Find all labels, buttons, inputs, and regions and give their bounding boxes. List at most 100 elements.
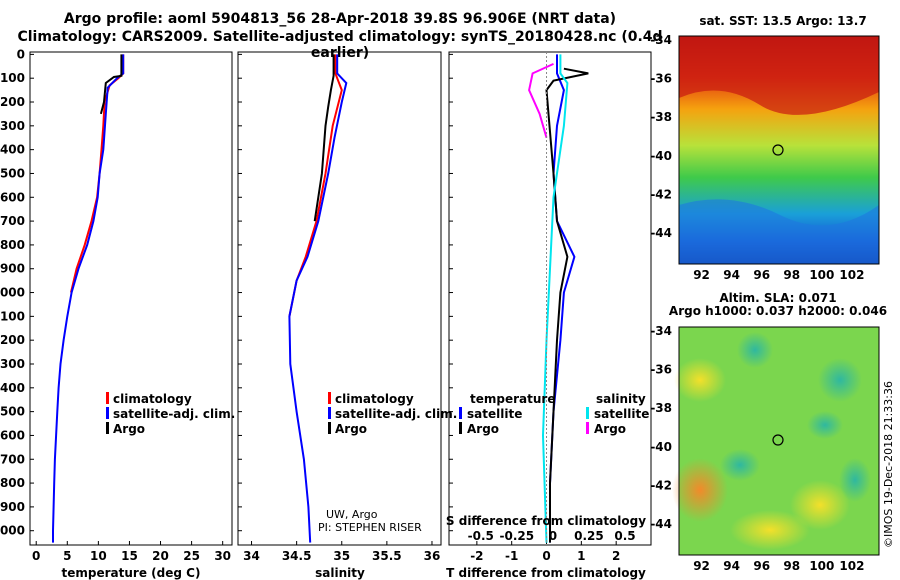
depth-tick-label: 1100 xyxy=(0,309,25,323)
salinity-axis-label: salinity xyxy=(315,566,365,580)
temperature-legend: climatology satellite-adj. clim. Argo xyxy=(106,392,235,436)
depth-tick-label: 1600 xyxy=(0,428,25,442)
depth-tick-label: 0 xyxy=(17,47,25,61)
legend-label-climatology: climatology xyxy=(335,392,414,406)
series-line-satellite-adj-clim- xyxy=(288,54,348,543)
legend-swatch-sal-satellite xyxy=(586,407,589,419)
map-lon-label: 96 xyxy=(753,559,770,573)
depth-tick-label: 1000 xyxy=(0,286,25,300)
sla-map-title1: Altim. SLA: 0.071 xyxy=(719,291,836,305)
legend-swatch-satellite xyxy=(328,407,331,419)
map-lat-label: -44 xyxy=(650,226,672,240)
legend-swatch-argo xyxy=(106,422,109,434)
series-line-satellite-adj-clim- xyxy=(52,54,125,543)
sla-low-anomaly xyxy=(818,358,862,402)
depth-tick-label: 1800 xyxy=(0,476,25,490)
legend-swatch-temp-satellite xyxy=(459,407,462,419)
series-line-temperature-argo xyxy=(545,67,589,543)
legend-label-sal-satellite: satellite xyxy=(594,407,649,421)
legend-label-satellite: satellite-adj. clim. xyxy=(113,407,235,421)
x-tick-label: 1 xyxy=(577,549,585,563)
legend-label-sal-argo: Argo xyxy=(594,422,626,436)
legend-label-temp-argo: Argo xyxy=(467,422,499,436)
sla-high-anomaly xyxy=(672,458,728,522)
sla-map-frame xyxy=(678,326,880,556)
map-lon-label: 100 xyxy=(809,268,834,282)
legend-label-climatology: climatology xyxy=(113,392,192,406)
map-lat-label: -42 xyxy=(650,187,672,201)
sla-map-title2: Argo h1000: 0.037 h2000: 0.046 xyxy=(669,304,887,318)
depth-tick-label: 1200 xyxy=(0,333,25,347)
legend-label-argo: Argo xyxy=(335,422,367,436)
x-tick-label: 20 xyxy=(152,549,169,563)
depth-tick-label: 900 xyxy=(0,262,25,276)
x-tick-label: 15 xyxy=(121,549,138,563)
sla-low-anomaly xyxy=(807,411,843,439)
sla-low-anomaly xyxy=(720,449,760,481)
legend-label-argo: Argo xyxy=(113,422,145,436)
sla-map xyxy=(672,326,880,556)
sst-map-title: sat. SST: 13.5 Argo: 13.7 xyxy=(699,14,866,28)
sla-low-anomaly xyxy=(839,458,871,502)
chart-title-line1: Argo profile: aoml 5904813_56 28-Apr-201… xyxy=(63,11,617,27)
map-lat-label: -34 xyxy=(650,324,672,338)
depth-tick-label: 100 xyxy=(0,71,25,85)
depth-tick-label: 200 xyxy=(0,95,25,109)
difference-legend: temperature satellite Argo salinity sate… xyxy=(459,392,649,436)
x-tick-label: 35 xyxy=(333,549,350,563)
series-line-argo xyxy=(313,54,335,222)
depth-tick-label: 800 xyxy=(0,238,25,252)
depth-tick-label: 1500 xyxy=(0,405,25,419)
difference-panel-frame xyxy=(448,51,652,546)
salinity-panel-frame xyxy=(237,51,442,546)
s-tick-label: 0.5 xyxy=(614,529,635,543)
map-lon-label: 94 xyxy=(723,559,740,573)
depth-axis: 0 100 200 300 400 500 600 700 800 900 1000 1100 1200… xyxy=(0,47,453,538)
x-tick-label: -1 xyxy=(505,549,518,563)
map-lon-label: 94 xyxy=(723,268,740,282)
map-lat-label: -44 xyxy=(650,517,672,531)
map-lat-label: -38 xyxy=(650,401,672,415)
map-lat-label: -38 xyxy=(650,110,672,124)
x-tick-label: 2 xyxy=(612,549,620,563)
legend-swatch-argo xyxy=(328,422,331,434)
depth-tick-label: 600 xyxy=(0,190,25,204)
map-lon-label: 96 xyxy=(753,268,770,282)
x-tick-label: 0 xyxy=(542,549,550,563)
legend-swatch-climatology xyxy=(106,392,109,404)
x-tick-label: 35.5 xyxy=(372,549,402,563)
s-tick-label: 0.25 xyxy=(574,529,604,543)
salinity-legend: climatology satellite-adj. clim. Argo xyxy=(328,392,457,436)
map-lon-label: 98 xyxy=(783,559,800,573)
profile-series xyxy=(52,54,589,543)
map-lon-label: 92 xyxy=(693,268,710,282)
s-difference-axis-label: S difference from climatology xyxy=(446,514,646,528)
x-axis-ticks: 0 5 10 15 20 25 30 34 34.5 35 35.5 36 -2 -1 0 1 2 -0.5 -0.… xyxy=(32,529,636,563)
argo-position-marker xyxy=(772,434,784,446)
sst-map xyxy=(678,35,880,265)
depth-tick-label: 1700 xyxy=(0,452,25,466)
map-lat-label: -34 xyxy=(650,33,672,47)
map-lon-label: 100 xyxy=(809,559,834,573)
map-axis-ticks: -34 -36 -38 -40 -42 -44 92 94 96 98 100 102 -34 -36 -3… xyxy=(650,33,864,573)
x-tick-label: 34.5 xyxy=(282,549,312,563)
s-tick-label: -0.25 xyxy=(500,529,535,543)
x-tick-label: 10 xyxy=(90,549,107,563)
series-line-climatology xyxy=(70,54,125,293)
depth-tick-label: 300 xyxy=(0,119,25,133)
depth-tick-label: 700 xyxy=(0,214,25,228)
legend-swatch-sal-argo xyxy=(586,422,589,434)
s-tick-label: -0.5 xyxy=(468,529,494,543)
map-lat-label: -42 xyxy=(650,478,672,492)
x-tick-label: 25 xyxy=(183,549,200,563)
x-tick-label: 34 xyxy=(243,549,260,563)
series-line-temperature-satellite xyxy=(549,54,576,543)
map-lon-label: 92 xyxy=(693,559,710,573)
map-lon-label: 98 xyxy=(783,268,800,282)
x-tick-label: 0 xyxy=(32,549,40,563)
map-lon-label: 102 xyxy=(839,559,864,573)
temperature-axis-label: temperature (deg C) xyxy=(62,566,201,580)
sla-high-anomaly xyxy=(790,480,850,530)
credit-line1: UW, Argo xyxy=(326,508,378,521)
